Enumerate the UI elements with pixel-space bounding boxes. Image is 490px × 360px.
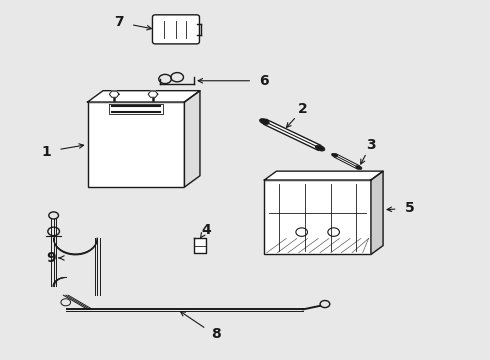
Polygon shape bbox=[148, 91, 158, 97]
Text: 9: 9 bbox=[47, 251, 56, 265]
Ellipse shape bbox=[260, 118, 269, 125]
Polygon shape bbox=[371, 171, 383, 255]
Polygon shape bbox=[194, 238, 206, 253]
Text: 3: 3 bbox=[366, 138, 376, 152]
Polygon shape bbox=[184, 91, 200, 187]
Text: 5: 5 bbox=[405, 201, 415, 215]
FancyBboxPatch shape bbox=[152, 15, 199, 44]
Text: 7: 7 bbox=[114, 15, 124, 29]
Text: 6: 6 bbox=[260, 74, 269, 88]
Text: 1: 1 bbox=[42, 145, 51, 159]
Polygon shape bbox=[88, 91, 200, 102]
Ellipse shape bbox=[315, 145, 325, 151]
Ellipse shape bbox=[332, 153, 338, 157]
Text: 4: 4 bbox=[201, 222, 211, 237]
Bar bbox=[88, 102, 184, 187]
Text: 2: 2 bbox=[298, 102, 308, 116]
Text: 8: 8 bbox=[211, 327, 221, 341]
Polygon shape bbox=[109, 91, 119, 97]
Polygon shape bbox=[265, 171, 383, 180]
Ellipse shape bbox=[356, 166, 362, 170]
Bar bbox=[265, 180, 371, 255]
